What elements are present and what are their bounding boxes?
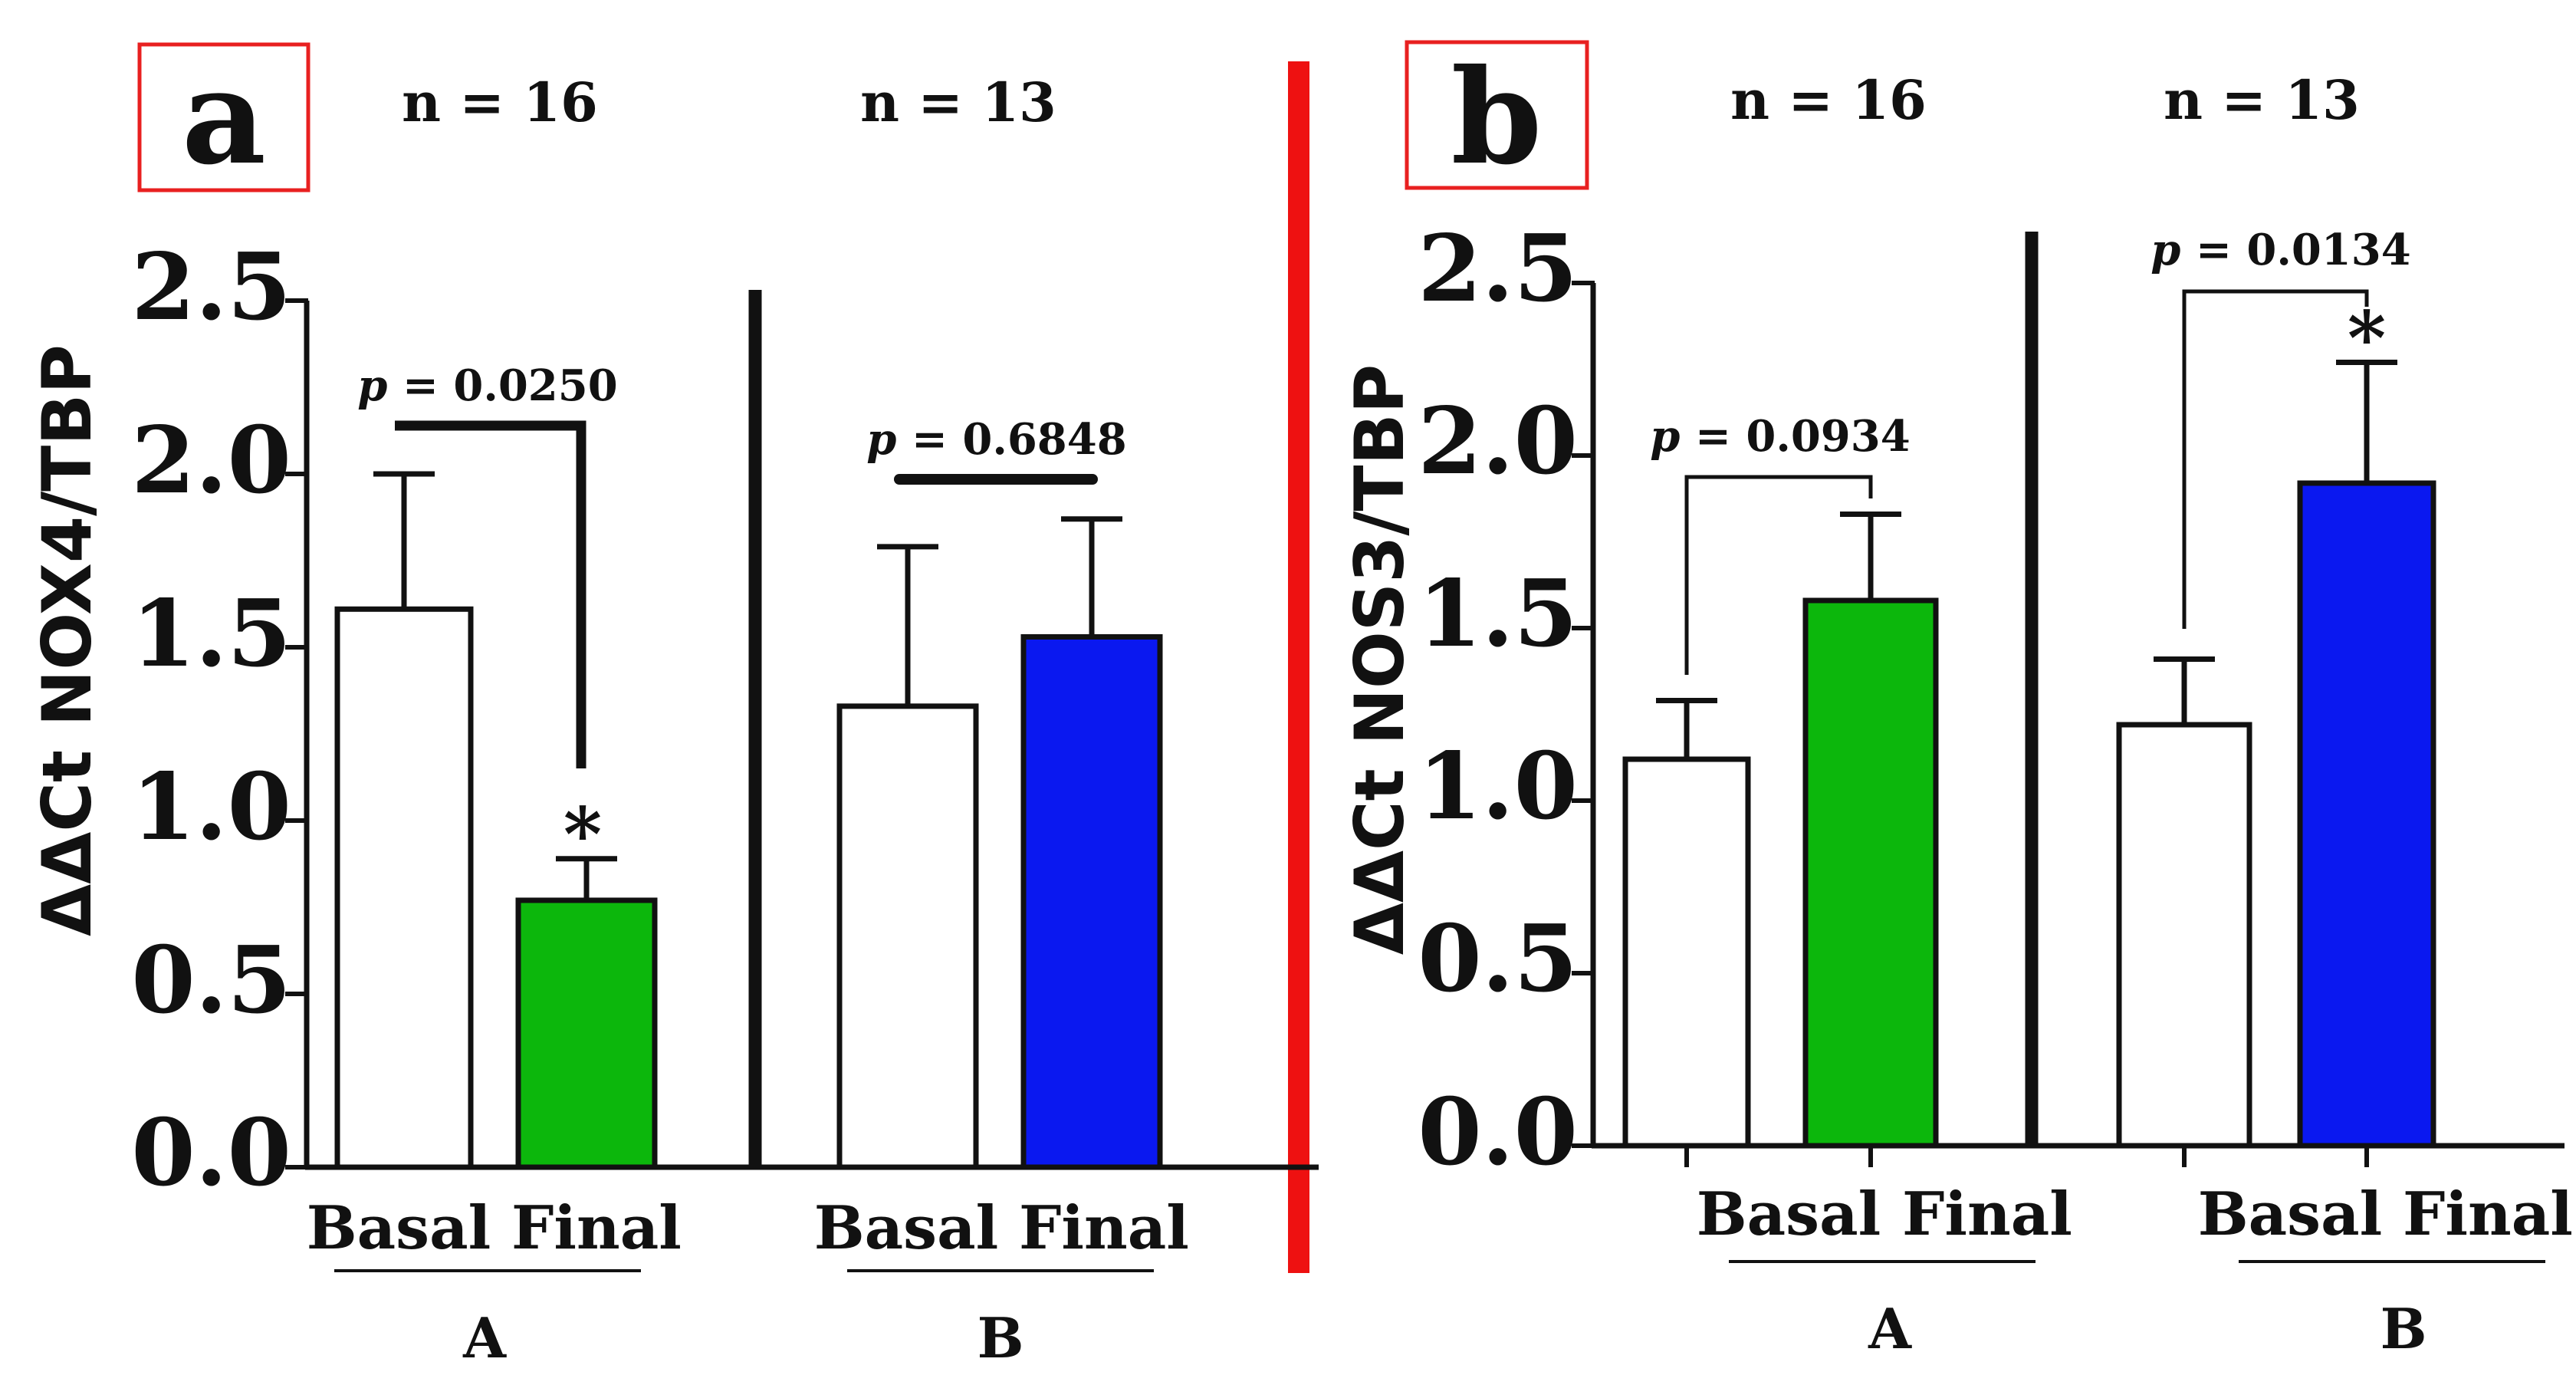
- pvalue-label-b: p = 0.6848: [866, 414, 1126, 465]
- group-label-a: A: [462, 1305, 507, 1370]
- panel-b-label: b: [1451, 41, 1543, 194]
- bar-a-basal: [1622, 756, 1751, 1149]
- panel-b-n-group-b: n = 13: [2164, 68, 2360, 132]
- y-tick-label: 0.0: [131, 1099, 291, 1207]
- y-tick-label: 0.5: [131, 926, 291, 1035]
- group-label-b: B: [2380, 1296, 2427, 1361]
- group-label-b: B: [978, 1305, 1024, 1370]
- significance-bracket-a: [1684, 475, 1873, 675]
- bar-b-final: [2297, 480, 2436, 1149]
- panel-b: b n = 16 n = 13 ΔΔCt NOS3/TBP 0.0 0.5 1.…: [1340, 40, 2573, 1361]
- y-tick-label: 1.0: [131, 753, 291, 861]
- bar-b-final: [1020, 633, 1163, 1170]
- x-label-a-basal: Basal: [307, 1193, 491, 1263]
- bar-a-basal: [334, 606, 474, 1170]
- x-label-b-final: Final: [2403, 1179, 2573, 1249]
- panel-a-n-group-b: n = 13: [860, 71, 1056, 134]
- error-bar-a-final: [1840, 512, 1901, 600]
- x-label-b-basal: Basal: [814, 1193, 999, 1263]
- bar-a-final: [1802, 597, 1939, 1149]
- panel-a-error-bars: [373, 471, 1122, 900]
- x-label-b-final: Final: [1019, 1193, 1189, 1263]
- y-tick-label: 1.0: [1418, 732, 1578, 841]
- panel-b-error-bars: [1656, 360, 2397, 759]
- panel-b-n-group-a: n = 16: [1730, 68, 1927, 132]
- y-tick-label: 0.5: [1418, 905, 1578, 1013]
- y-tick-label: 0.0: [1418, 1078, 1578, 1186]
- pvalue-label-a: p = 0.0250: [357, 360, 617, 411]
- panel-a-y-ticks: 0.0 0.5 1.0 1.5 2.0 2.5: [131, 233, 308, 1207]
- bar-b-basal: [836, 703, 979, 1170]
- panel-a-label: a: [182, 41, 266, 194]
- panel-a-bars: [334, 606, 1163, 1170]
- panel-a-n-group-a: n = 16: [402, 71, 598, 134]
- panel-b-y-axis-title: ΔΔCt NOS3/TBP: [1340, 364, 1419, 955]
- significance-star-b: *: [2348, 295, 2386, 382]
- error-bar-b-basal: [877, 544, 938, 706]
- significance-bracket-b: [2182, 289, 2369, 629]
- y-tick-label: 1.5: [1418, 560, 1578, 668]
- bar-a-final: [515, 897, 658, 1170]
- error-bar-b-final: [2336, 360, 2397, 483]
- pvalue-label-a: p = 0.0934: [1650, 411, 1910, 462]
- panel-b-bars: [1622, 480, 2436, 1149]
- panel-a-label-box: [137, 42, 310, 192]
- panel-a-y-axis-title: ΔΔCt NOX4/TBP: [28, 344, 107, 936]
- panel-b-label-box: [1405, 40, 1589, 190]
- error-bar-a-basal: [373, 471, 435, 610]
- error-bar-a-basal: [1656, 698, 1717, 759]
- x-label-a-basal: Basal: [1697, 1179, 1881, 1249]
- significance-star-a: *: [564, 791, 602, 878]
- y-tick-label: 2.5: [131, 233, 291, 341]
- error-bar-a-final: [556, 856, 617, 900]
- significance-bracket-a: [395, 420, 586, 768]
- x-label-a-final: Final: [1902, 1179, 2072, 1249]
- pvalue-label-b: p = 0.0134: [2150, 225, 2410, 275]
- panel-b-y-ticks: 0.0 0.5 1.0 1.5 2.0 2.5: [1418, 215, 1595, 1186]
- panel-a: a n = 16 n = 13 ΔΔCt NOX4/TBP 0.0 0.5 1.…: [28, 41, 1319, 1370]
- group-label-a: A: [1868, 1296, 1912, 1361]
- x-label-a-final: Final: [511, 1193, 682, 1263]
- y-tick-label: 2.5: [1418, 215, 1578, 323]
- y-tick-label: 2.0: [1418, 387, 1578, 495]
- y-tick-label: 2.0: [131, 406, 291, 515]
- y-tick-label: 1.5: [131, 580, 291, 688]
- error-bar-b-final: [1061, 516, 1122, 637]
- panel-b-x-ticks: [1684, 1146, 2369, 1167]
- bar-b-basal: [2116, 722, 2252, 1149]
- error-bar-b-basal: [2154, 656, 2215, 725]
- x-label-b-basal: Basal: [2198, 1179, 2383, 1249]
